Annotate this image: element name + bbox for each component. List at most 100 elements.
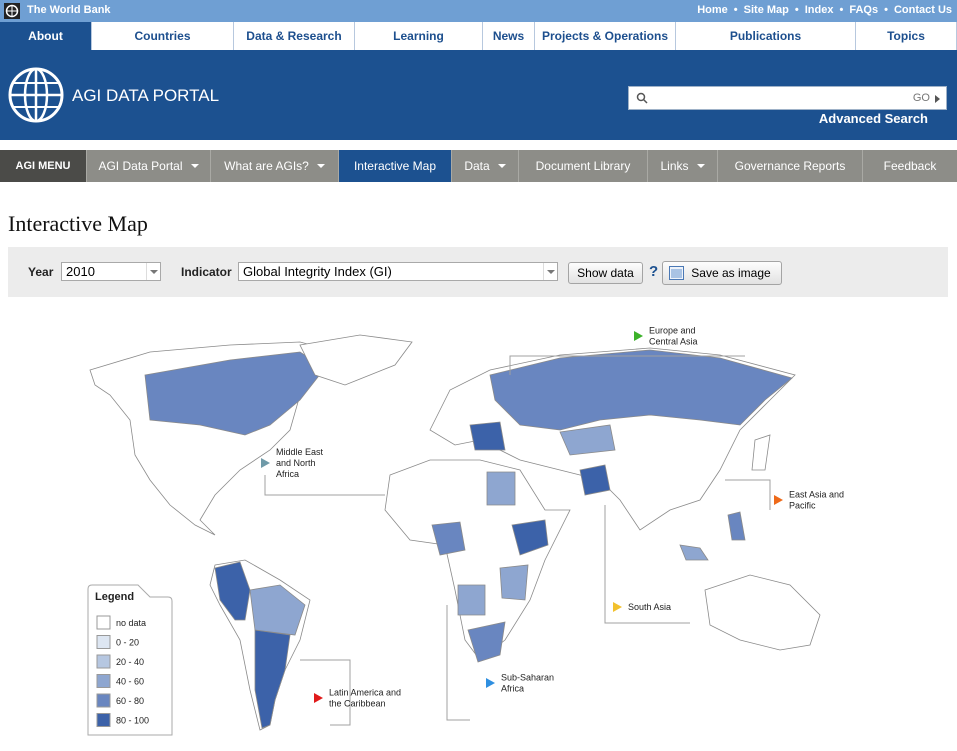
world-bank-logo <box>8 67 64 123</box>
nav-tab[interactable]: Learning <box>355 22 483 50</box>
advanced-search-link[interactable]: Advanced Search <box>818 111 928 126</box>
ethiopia[interactable] <box>511 519 549 556</box>
peru-colombia[interactable] <box>214 561 251 621</box>
agi-menu-text: What are AGIs? <box>224 159 309 173</box>
region-label[interactable]: South Asia <box>628 602 671 612</box>
show-data-button[interactable]: Show data <box>568 262 643 284</box>
top-link[interactable]: Site Map <box>743 4 789 16</box>
region-marker[interactable] <box>613 602 622 612</box>
indicator-value: Global Integrity Index (GI) <box>243 264 392 279</box>
region-label[interactable]: East Asia and <box>789 490 844 500</box>
nav-tab[interactable]: Publications <box>676 22 856 50</box>
agi-menu-item[interactable]: What are AGIs? <box>210 150 338 182</box>
nav-tab[interactable]: Projects & Operations <box>535 22 676 50</box>
dropdown-caret <box>190 164 199 168</box>
nav-tab[interactable]: News <box>483 22 535 50</box>
africa[interactable] <box>384 459 571 661</box>
argentina[interactable] <box>254 629 291 729</box>
year-select[interactable]: 2010 <box>61 262 161 281</box>
portal-title: AGI DATA PORTAL <box>72 86 220 105</box>
nav-tab[interactable]: Topics <box>856 22 957 50</box>
nav-tab[interactable]: Countries <box>92 22 234 50</box>
region-marker[interactable] <box>314 693 323 703</box>
region-marker[interactable] <box>634 331 643 341</box>
agi-menu-item[interactable]: Document Library <box>518 150 647 182</box>
search-box[interactable]: GO <box>628 86 947 110</box>
legend-swatch <box>96 635 111 649</box>
europe-east[interactable] <box>469 421 506 451</box>
save-image-button[interactable]: Save as image <box>662 261 782 285</box>
top-bar: The World Bank Home • Site Map • Index • FAQs •… <box>0 0 957 22</box>
australia[interactable] <box>704 574 821 651</box>
region-label[interactable]: Europe and <box>649 326 696 336</box>
south-africa[interactable] <box>467 621 506 663</box>
agi-menu-text: Interactive Map <box>353 159 437 173</box>
dropdown-caret <box>497 164 506 168</box>
region-label[interactable]: and North <box>276 458 316 468</box>
legend-swatch <box>96 654 111 669</box>
region-marker[interactable] <box>261 458 270 468</box>
region-label[interactable]: Africa <box>501 684 524 694</box>
region-label[interactable]: Pacific <box>789 501 816 511</box>
search-button[interactable]: GO <box>912 92 930 104</box>
legend: Legend no data 0 - 20 20 - 40 40 - 60 60 - 80… <box>87 584 173 736</box>
kazakhstan[interactable] <box>559 424 616 456</box>
agi-menu-label: AGI MENU <box>0 150 86 182</box>
brazil[interactable] <box>249 584 306 636</box>
agi-menu-text: AGI Data Portal <box>98 159 183 173</box>
agi-menu-item[interactable]: Data <box>451 150 518 182</box>
agi-menu-item[interactable]: Governance Reports <box>717 150 862 182</box>
region-label[interactable]: Sub-Saharan <box>501 673 554 683</box>
agi-menu-item[interactable]: AGI Data Portal <box>86 150 210 182</box>
legend-swatch <box>96 713 111 727</box>
philippines[interactable] <box>727 511 746 541</box>
indonesia[interactable] <box>679 544 709 561</box>
year-label: Year <box>28 265 54 279</box>
top-link[interactable]: Contact Us <box>893 4 952 16</box>
agi-menu-text: Data <box>464 159 490 173</box>
region-label[interactable]: Central Asia <box>649 337 698 347</box>
top-link[interactable]: FAQs <box>849 4 879 16</box>
tanzania-kenya[interactable] <box>499 564 529 601</box>
greenland[interactable] <box>299 334 413 386</box>
nav-tab[interactable]: Data & Research <box>234 22 355 50</box>
indicator-select[interactable]: Global Integrity Index (GI) <box>238 262 558 281</box>
agi-menu-item[interactable]: Links <box>647 150 717 182</box>
region-label[interactable]: Latin America and <box>329 688 401 698</box>
dropdown-caret <box>696 164 705 168</box>
nav-tab[interactable]: About <box>0 22 92 50</box>
agi-menu-text: Document Library <box>535 159 631 173</box>
legend-swatch <box>96 674 111 688</box>
top-link[interactable]: Index <box>804 4 834 16</box>
angola-zambia[interactable] <box>457 584 486 616</box>
legend-label: no data <box>116 618 146 628</box>
brand[interactable]: The World Bank <box>27 4 111 16</box>
region-label[interactable]: Middle East <box>276 447 324 457</box>
pakistan[interactable] <box>579 464 611 496</box>
region-label[interactable]: the Caribbean <box>329 699 386 709</box>
region-marker[interactable] <box>486 678 495 688</box>
region-label[interactable]: Africa <box>276 469 299 479</box>
continents <box>89 334 821 731</box>
canada[interactable] <box>144 351 326 436</box>
russia[interactable] <box>489 349 793 431</box>
egypt[interactable] <box>486 471 516 506</box>
agi-menu-item[interactable]: Feedback <box>862 150 957 182</box>
legend-label: 80 - 100 <box>116 716 149 726</box>
header: AGI DATA PORTAL GO Advanced Search <box>0 50 957 140</box>
japan[interactable] <box>751 434 771 471</box>
region-marker[interactable] <box>774 495 783 505</box>
save-image-text: Save as image <box>691 266 771 280</box>
legend-label: 40 - 60 <box>116 677 144 687</box>
legend-label: 0 - 20 <box>116 638 139 648</box>
agi-menu-text: Links <box>660 159 689 173</box>
nigeria[interactable] <box>431 521 466 556</box>
legend-label: 60 - 80 <box>116 696 144 706</box>
help-link[interactable]: ? <box>649 263 659 280</box>
agi-menu-item[interactable]: Interactive Map <box>338 150 451 182</box>
top-link[interactable]: Home <box>697 4 728 16</box>
connector-lines <box>264 355 771 726</box>
agi-menu: AGI MENU AGI Data Portal What are AGIs? Int… <box>0 150 957 182</box>
separator: • <box>884 4 888 16</box>
